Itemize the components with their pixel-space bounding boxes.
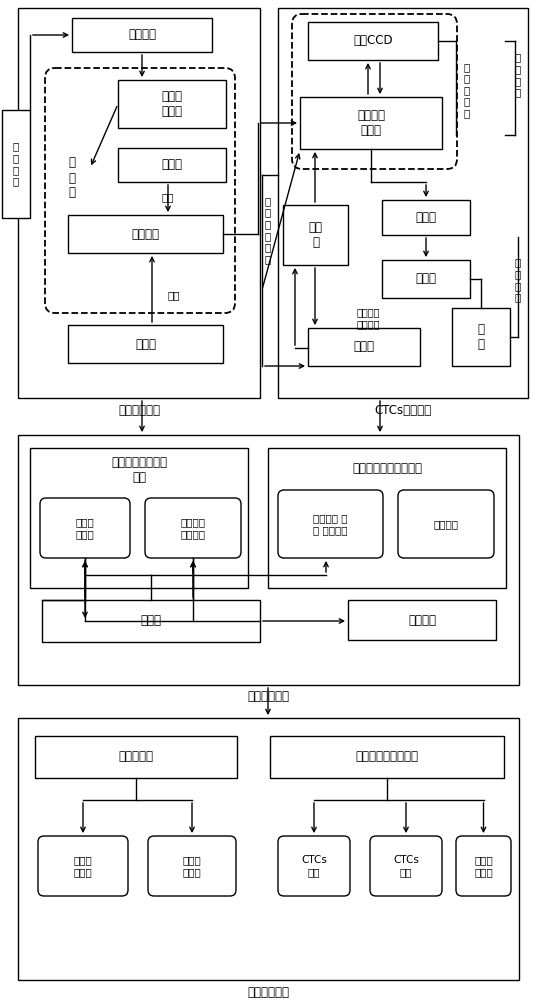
Text: 拉曼光谱处理分析算法: 拉曼光谱处理分析算法 [352, 462, 422, 475]
FancyBboxPatch shape [45, 68, 235, 313]
Text: 结果输出模块: 结果输出模块 [248, 986, 289, 998]
Bar [68, 325, 223, 363]
Bar [42, 600, 260, 642]
Text: 血细胞
裂解液: 血细胞 裂解液 [162, 90, 183, 118]
Bar [270, 736, 504, 778]
Bar [382, 260, 470, 298]
Text: 滤光片: 滤光片 [416, 211, 437, 224]
Bar [18, 435, 519, 685]
Bar [452, 308, 510, 366]
Bar [348, 600, 496, 640]
Text: 特征提取: 特征提取 [433, 519, 459, 529]
Text: 拉
曼
光
谱: 拉 曼 光 谱 [515, 258, 521, 302]
Bar [300, 97, 442, 149]
Bar [35, 736, 237, 778]
Text: 显
微
成
像: 显 微 成 像 [515, 53, 521, 97]
FancyBboxPatch shape [145, 498, 241, 558]
Text: CTCs
种类: CTCs 种类 [393, 855, 419, 877]
Text: 细胞显
微图像: 细胞显 微图像 [74, 855, 92, 877]
Text: 统计算法: 统计算法 [408, 613, 436, 626]
FancyBboxPatch shape [278, 490, 383, 558]
Bar [308, 328, 420, 366]
Text: 直接显示区: 直接显示区 [119, 750, 154, 764]
Text: 生
化
池: 生 化 池 [69, 156, 76, 200]
Bar [118, 80, 226, 128]
Text: 数据库: 数据库 [141, 614, 162, 628]
FancyBboxPatch shape [40, 498, 130, 558]
FancyBboxPatch shape [456, 836, 511, 896]
Bar [68, 215, 223, 253]
Text: 缓
存: 缓 存 [477, 323, 484, 351]
FancyBboxPatch shape [398, 490, 494, 558]
FancyBboxPatch shape [292, 14, 457, 169]
Text: 清洗液: 清洗液 [162, 158, 183, 172]
Bar [18, 8, 260, 398]
Text: 细胞拉
曼光谱: 细胞拉 曼光谱 [183, 855, 201, 877]
Text: 细胞边
界识别: 细胞边 界识别 [76, 517, 95, 539]
Bar [308, 22, 438, 60]
Bar [278, 8, 528, 398]
Bar [382, 200, 470, 235]
Text: 细胞显微图像识别
算法: 细胞显微图像识别 算法 [111, 456, 167, 484]
Text: 过滤芯片: 过滤芯片 [132, 228, 159, 240]
Text: 激光
器: 激光 器 [308, 221, 323, 249]
Text: 自动拉曼
光谱测量: 自动拉曼 光谱测量 [356, 307, 380, 329]
Text: 血
液
样
本: 血 液 样 本 [13, 142, 19, 186]
Text: 控制器: 控制器 [353, 340, 374, 354]
FancyBboxPatch shape [278, 836, 350, 896]
Bar [118, 148, 226, 182]
Text: 光谱仪: 光谱仪 [416, 272, 437, 286]
FancyBboxPatch shape [38, 836, 128, 896]
Text: 自
动
伺
服
对
焦: 自 动 伺 服 对 焦 [265, 196, 271, 264]
FancyBboxPatch shape [148, 836, 236, 896]
Text: 癌症转
移风险: 癌症转 移风险 [474, 855, 493, 877]
Text: 数据处理模块: 数据处理模块 [248, 690, 289, 704]
Bar [30, 448, 248, 588]
Bar [268, 448, 506, 588]
Text: 血样处理模块: 血样处理模块 [118, 403, 160, 416]
Text: 三维电动
样品台: 三维电动 样品台 [357, 109, 385, 137]
Text: CTCs
数量: CTCs 数量 [301, 855, 327, 877]
Text: 进样针筒: 进样针筒 [128, 28, 156, 41]
Text: 冲洗: 冲洗 [162, 192, 174, 202]
Text: 转移: 转移 [168, 290, 180, 300]
Text: 细胞中心
灰度识别: 细胞中心 灰度识别 [180, 517, 206, 539]
Bar [72, 18, 212, 52]
Bar [2, 110, 30, 218]
Text: 统计分析结果显示区: 统计分析结果显示区 [355, 750, 418, 764]
Bar [18, 718, 519, 980]
Text: 机械臂: 机械臂 [135, 338, 156, 351]
Text: 成像CCD: 成像CCD [353, 34, 393, 47]
Text: 光
学
显
微
镜: 光 学 显 微 镜 [464, 62, 470, 118]
Bar [283, 205, 348, 265]
Text: CTCs检测模块: CTCs检测模块 [374, 403, 432, 416]
FancyBboxPatch shape [370, 836, 442, 896]
Text: 背景去除 降
噪 光谱拟合: 背景去除 降 噪 光谱拟合 [313, 513, 348, 535]
